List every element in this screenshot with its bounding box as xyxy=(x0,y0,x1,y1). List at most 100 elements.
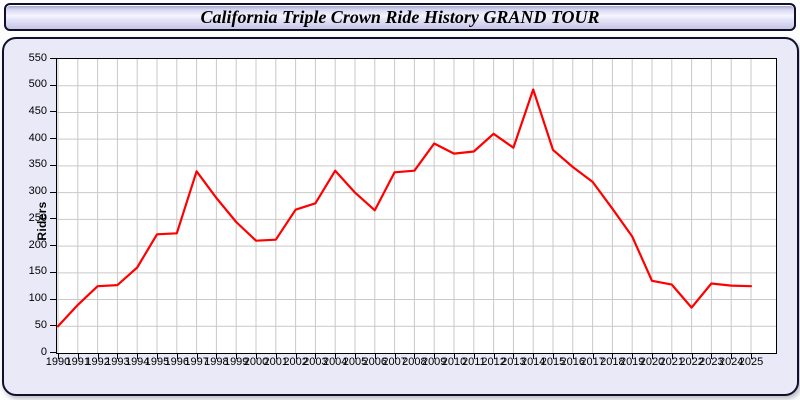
x-tick-mark xyxy=(236,354,238,359)
y-tick-mark xyxy=(50,111,56,113)
y-tick-label: 300 xyxy=(28,185,47,198)
y-tick-mark xyxy=(50,58,56,59)
x-tick-mark xyxy=(295,354,297,359)
y-tick-mark xyxy=(50,245,56,247)
x-tick-label: 2023 xyxy=(699,356,724,368)
y-tick-mark xyxy=(50,84,56,86)
x-tick-mark xyxy=(533,354,535,359)
riders-series-line xyxy=(57,88,753,328)
x-tick-mark xyxy=(751,354,752,359)
x-tick-label: 1999 xyxy=(223,356,249,368)
x-tick-label: 2001 xyxy=(263,356,289,368)
x-tick-label: 2025 xyxy=(738,356,764,368)
x-tick-label: 2000 xyxy=(243,356,269,368)
line-chart-svg xyxy=(57,59,776,353)
x-tick-mark xyxy=(454,354,455,359)
x-tick-mark xyxy=(157,354,158,359)
x-tick-label: 2002 xyxy=(283,356,308,368)
y-tick-mark xyxy=(50,191,56,193)
x-tick-label: 2021 xyxy=(659,356,685,368)
x-tick-mark xyxy=(731,354,733,359)
plot-area xyxy=(56,58,777,354)
x-tick-label: 1992 xyxy=(85,356,110,368)
x-tick-mark xyxy=(335,354,337,359)
x-tick-label: 2018 xyxy=(600,356,625,368)
x-tick-label: 2013 xyxy=(501,356,526,368)
x-tick-mark xyxy=(394,354,396,359)
x-tick-label: 2015 xyxy=(540,356,566,368)
x-tick-mark xyxy=(196,354,198,359)
x-tick-mark xyxy=(117,354,119,359)
x-tick-mark xyxy=(374,354,376,359)
x-tick-label: 2004 xyxy=(322,356,348,368)
y-tick-mark xyxy=(50,298,56,300)
x-tick-mark xyxy=(691,354,693,359)
x-tick-label: 2024 xyxy=(718,356,744,368)
x-tick-mark xyxy=(176,354,178,359)
x-tick-label: 2010 xyxy=(441,356,467,368)
y-tick-mark xyxy=(50,271,56,273)
x-tick-label: 2016 xyxy=(560,356,586,368)
y-tick-mark xyxy=(50,218,56,220)
x-tick-mark xyxy=(473,354,475,359)
x-tick-label: 2014 xyxy=(520,356,546,368)
x-tick-label: 2020 xyxy=(639,356,665,368)
x-tick-label: 1991 xyxy=(65,356,91,368)
x-tick-label: 2017 xyxy=(580,356,605,368)
x-tick-mark xyxy=(315,354,317,359)
x-tick-label: 2008 xyxy=(402,356,427,368)
y-tick-label: 0 xyxy=(40,345,47,358)
x-tick-mark xyxy=(612,354,614,359)
y-tick-label: 50 xyxy=(34,318,47,331)
x-tick-mark xyxy=(434,354,436,359)
y-tick-label: 400 xyxy=(28,131,47,144)
y-tick-mark xyxy=(50,352,56,353)
x-tick-mark xyxy=(256,354,257,359)
x-tick-label: 2007 xyxy=(382,356,407,368)
x-tick-label: 1995 xyxy=(144,356,170,368)
x-tick-mark xyxy=(77,354,79,359)
x-tick-mark xyxy=(275,354,277,359)
y-tick-label: 350 xyxy=(28,158,47,171)
x-tick-label: 2012 xyxy=(481,356,506,368)
y-tick-label: 550 xyxy=(28,51,47,64)
x-tick-mark xyxy=(513,354,515,359)
x-tick-mark xyxy=(216,354,218,359)
x-tick-label: 2005 xyxy=(342,356,368,368)
x-tick-mark xyxy=(671,354,673,359)
x-tick-mark xyxy=(711,354,713,359)
x-tick-label: 2019 xyxy=(619,356,645,368)
x-tick-label: 1998 xyxy=(204,356,229,368)
chart-title-bar: California Triple Crown Ride History GRA… xyxy=(4,3,796,31)
y-tick-label: 250 xyxy=(28,211,47,224)
x-tick-label: 1990 xyxy=(45,356,71,368)
x-tick-mark xyxy=(572,354,574,359)
x-tick-mark xyxy=(414,354,416,359)
x-tick-label: 1993 xyxy=(105,356,130,368)
x-tick-label: 1997 xyxy=(184,356,209,368)
x-tick-mark xyxy=(632,354,634,359)
y-tick-mark xyxy=(50,164,56,166)
x-tick-mark xyxy=(592,354,594,359)
x-tick-label: 2009 xyxy=(421,356,447,368)
y-tick-mark xyxy=(50,325,56,327)
x-tick-label: 2003 xyxy=(303,356,328,368)
x-tick-mark xyxy=(97,354,99,359)
y-tick-mark xyxy=(50,138,56,140)
chart-title: California Triple Crown Ride History GRA… xyxy=(200,6,600,27)
x-tick-mark xyxy=(493,354,495,359)
y-tick-label: 200 xyxy=(28,238,47,251)
y-tick-label: 500 xyxy=(28,78,47,91)
x-tick-label: 2006 xyxy=(362,356,388,368)
x-tick-label: 2011 xyxy=(461,356,486,368)
x-tick-mark xyxy=(58,354,59,359)
x-tick-mark xyxy=(652,354,653,359)
y-tick-label: 100 xyxy=(28,292,47,305)
x-tick-label: 1996 xyxy=(164,356,190,368)
y-tick-label: 150 xyxy=(28,265,47,278)
x-tick-mark xyxy=(355,354,356,359)
x-tick-mark xyxy=(137,354,139,359)
x-tick-label: 2022 xyxy=(679,356,704,368)
x-tick-label: 1994 xyxy=(124,356,150,368)
